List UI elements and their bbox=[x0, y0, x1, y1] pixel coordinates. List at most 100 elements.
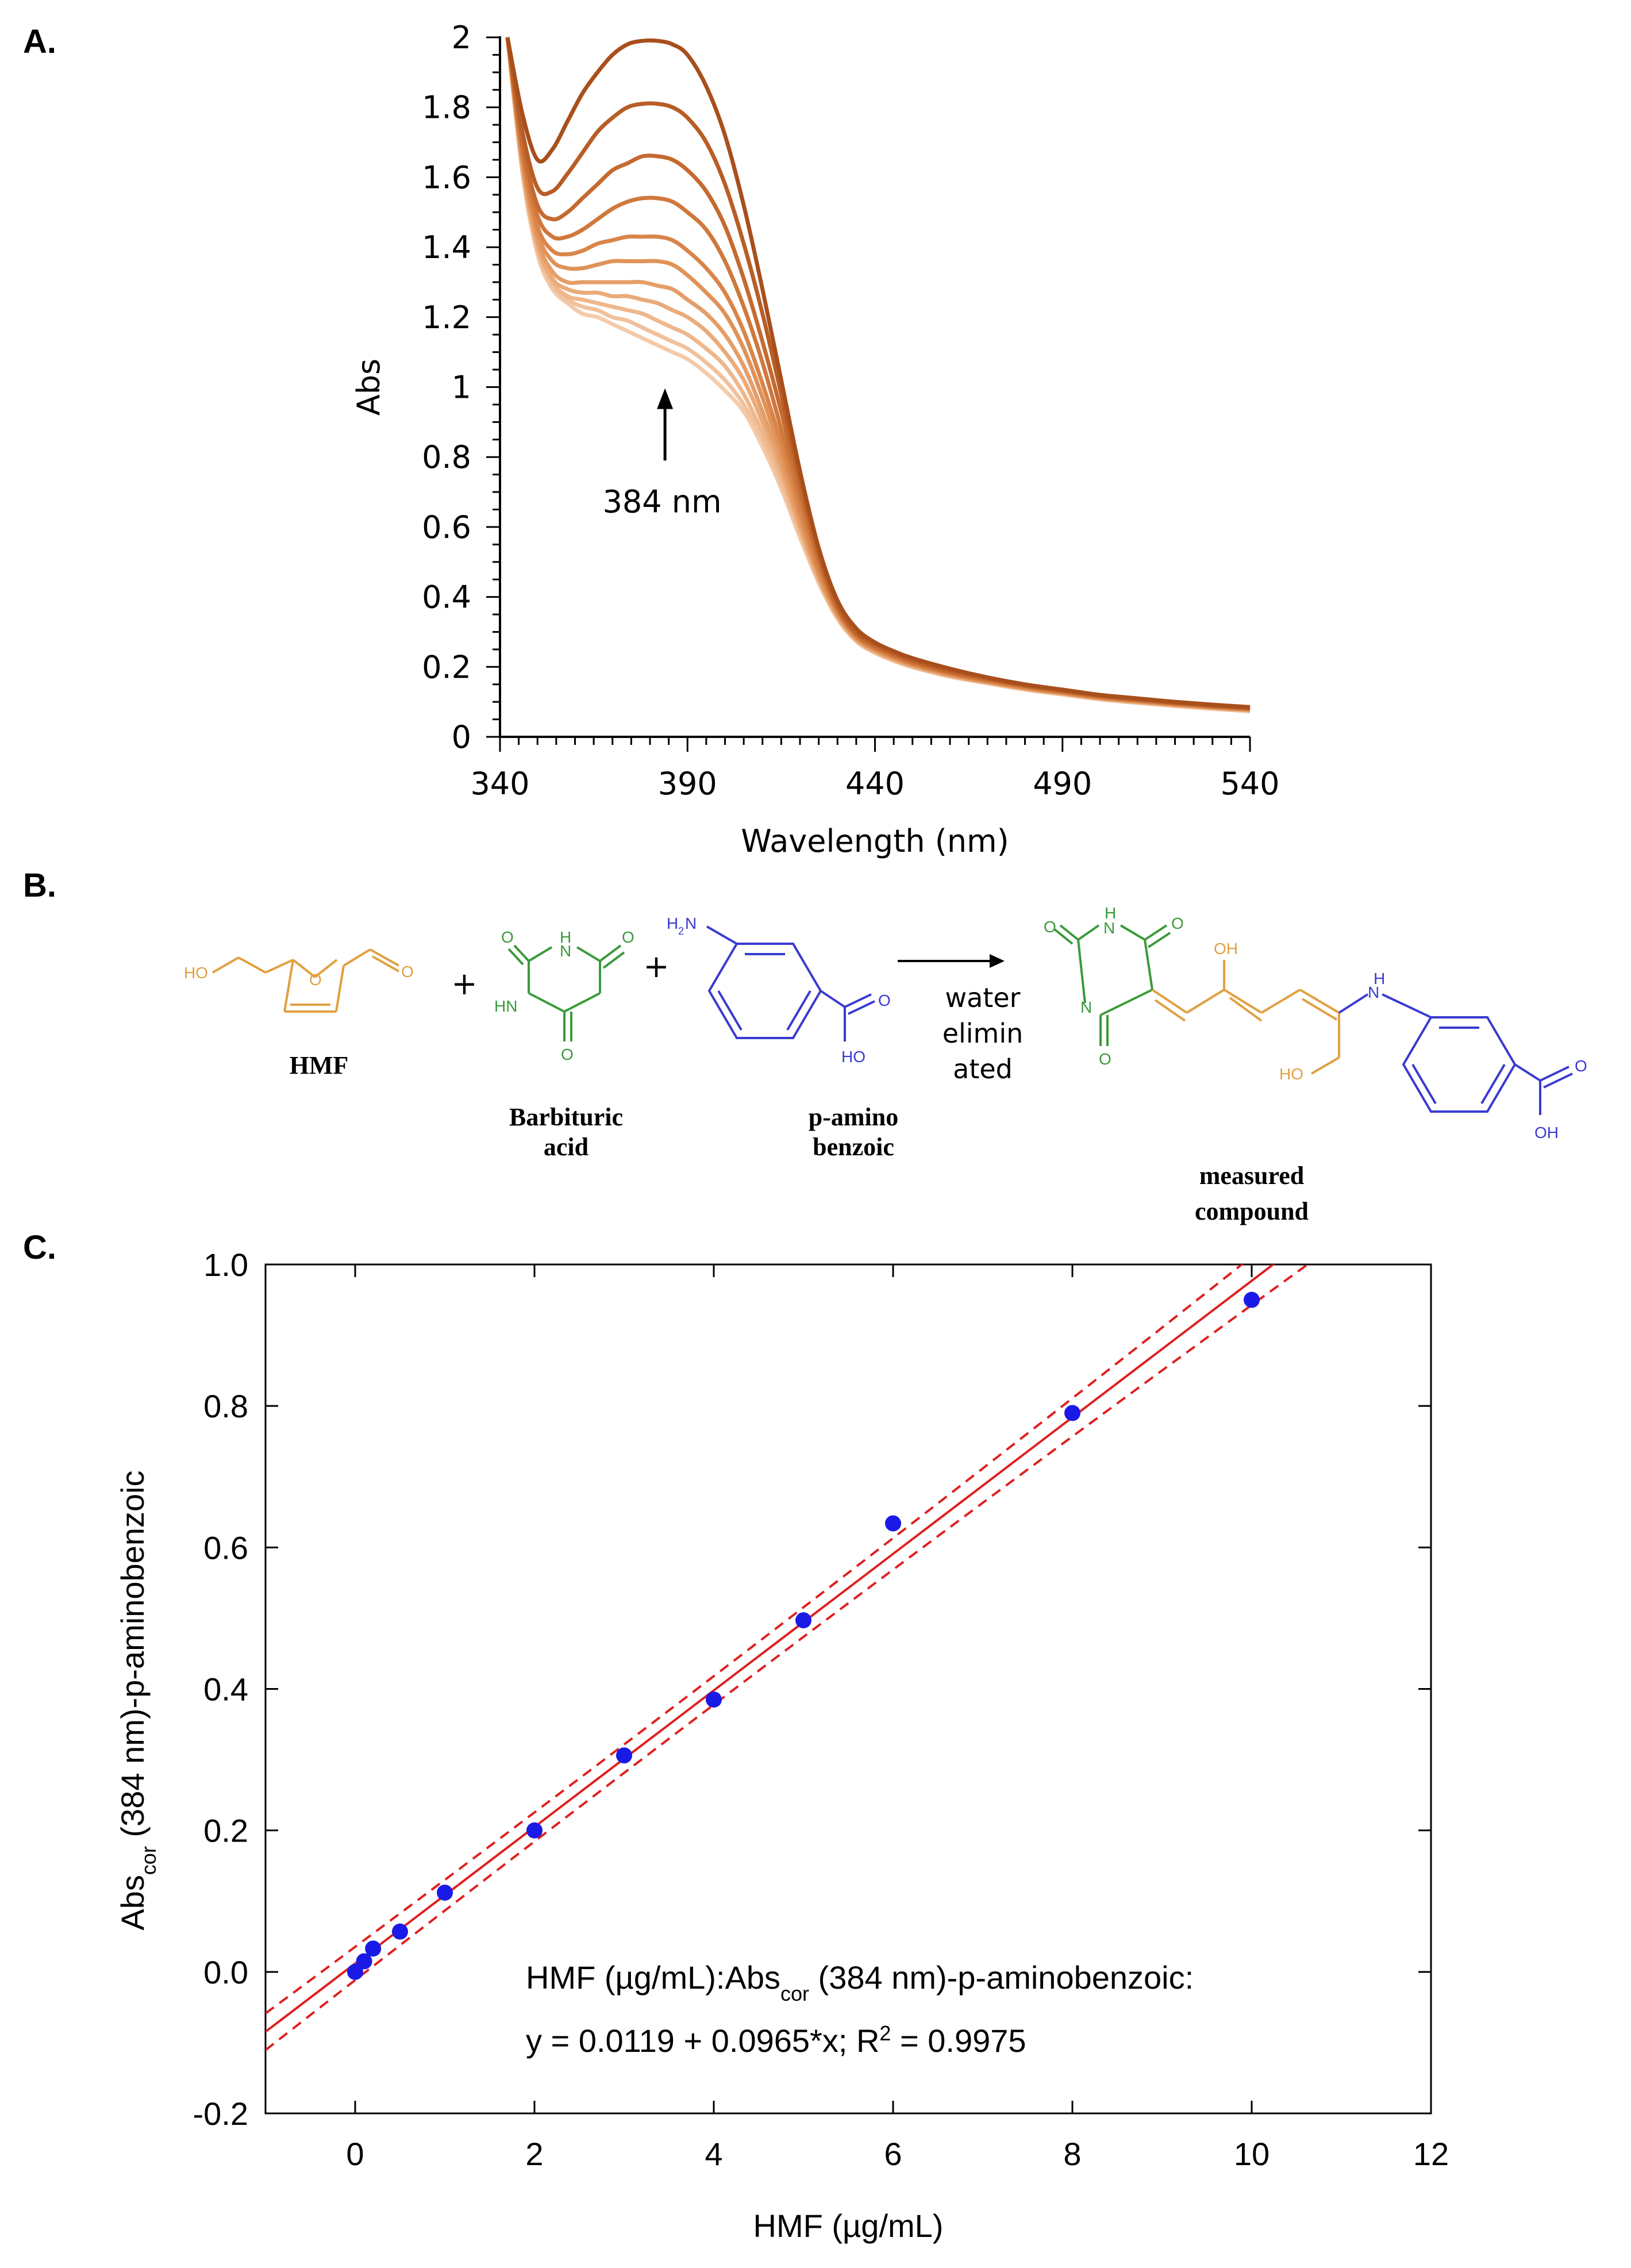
product-o-atom-1: O bbox=[1044, 918, 1056, 936]
spectrum-line-s11 bbox=[505, 37, 1251, 714]
data-point bbox=[526, 1822, 543, 1839]
spectrum-line-s2 bbox=[505, 37, 1251, 710]
spectra-chart: 340 390 440 490 540 0 0.2 0.4 0.6 0.8 1 1.2 1.4 1.6 1.… bbox=[351, 20, 1280, 859]
data-point bbox=[795, 1612, 811, 1629]
y-tick-label: 2 bbox=[452, 20, 471, 56]
equation-line2-sup: 2 bbox=[879, 2021, 891, 2045]
annotation-384nm: 384 nm bbox=[603, 388, 722, 520]
data-point bbox=[392, 1923, 408, 1940]
paba-nh2-h: H bbox=[667, 914, 678, 932]
calibration-fit-lines bbox=[266, 1264, 1310, 2051]
barbituric-label-line2: acid bbox=[544, 1133, 588, 1161]
spectrum-line-s6 bbox=[505, 37, 1251, 712]
equation-line2: y = 0.0119 + 0.0965*x; R2 = 0.9975 bbox=[526, 2021, 1026, 2059]
paba-structure bbox=[706, 925, 875, 1041]
confidence-lower bbox=[266, 1264, 1310, 2051]
equation-line2-post: = 0.9975 bbox=[891, 2023, 1026, 2059]
ylabel-rest: (384 nm)-p-aminobenzoic bbox=[114, 1470, 151, 1846]
data-point bbox=[706, 1691, 722, 1708]
data-point bbox=[437, 1884, 453, 1901]
hmf-label: HMF bbox=[290, 1051, 349, 1079]
product-barbituric-part bbox=[1053, 924, 1171, 1046]
data-point bbox=[885, 1515, 901, 1532]
calibration-tick-labels: 0 2 4 6 8 10 12 -0.2 0.0 0.2 0.4 0.6 0.8 1.0 bbox=[193, 1247, 1449, 2172]
equation-line1: HMF (µg/mL):Abscor (384 nm)-p-aminobenzo… bbox=[526, 1959, 1194, 2005]
x-tick-label: 340 bbox=[470, 766, 529, 802]
product-n-atom: N bbox=[1080, 998, 1092, 1016]
product-label-line2: compound bbox=[1195, 1197, 1309, 1225]
product-o-atom-2: O bbox=[1171, 914, 1184, 932]
x-tick-label: 490 bbox=[1033, 766, 1092, 802]
x-tick-label: 10 bbox=[1234, 2136, 1270, 2172]
spectrum-line-s4 bbox=[505, 37, 1251, 711]
y-tick-label: 1.0 bbox=[203, 1247, 248, 1283]
paba-label-line2: benzoic bbox=[813, 1133, 894, 1161]
x-tick-label: 6 bbox=[884, 2136, 902, 2172]
x-tick-label: 2 bbox=[525, 2136, 543, 2172]
calibration-points bbox=[347, 1291, 1260, 1980]
x-tick-label: 12 bbox=[1413, 2136, 1449, 2172]
y-tick-label: 1 bbox=[452, 370, 471, 406]
paba-o-atom: O bbox=[878, 991, 891, 1009]
plus-sign-1: + bbox=[451, 966, 477, 1002]
y-tick-label: 0.6 bbox=[422, 509, 471, 545]
ylabel-main: Abs bbox=[114, 1875, 151, 1931]
barbituric-nh-h: H bbox=[560, 928, 571, 946]
equation-line1-sub: cor bbox=[780, 1982, 809, 2005]
barbituric-label-line1: Barbituric bbox=[509, 1103, 623, 1131]
confidence-upper bbox=[266, 1264, 1244, 2015]
reaction-note-line2: elimin bbox=[943, 1018, 1024, 1049]
paba-nh2-n: N bbox=[685, 914, 697, 932]
spectra-x-label: Wavelength (nm) bbox=[741, 823, 1009, 859]
y-tick-label: 1.8 bbox=[422, 90, 471, 126]
product-paba-part bbox=[1338, 993, 1573, 1115]
product-oh-atom: OH bbox=[1214, 940, 1238, 958]
hmf-structure bbox=[211, 948, 399, 1013]
y-tick-label: 0.2 bbox=[422, 649, 471, 685]
y-tick-label: 0.8 bbox=[203, 1388, 248, 1424]
x-tick-label: 390 bbox=[658, 766, 717, 802]
x-tick-label: 8 bbox=[1063, 2136, 1081, 2172]
equation-line1-pre: HMF (µg/mL):Abs bbox=[526, 1959, 780, 1996]
y-tick-label: 0.0 bbox=[203, 1954, 248, 1990]
panel-label-b: B. bbox=[23, 867, 56, 904]
spectrum-line-s10 bbox=[505, 37, 1251, 713]
x-tick-label: 440 bbox=[845, 766, 905, 802]
barbituric-hn-atom: HN bbox=[494, 997, 517, 1015]
spectrum-line-s5 bbox=[505, 37, 1251, 712]
calibration-y-label: Abscor (384 nm)-p-aminobenzoic bbox=[114, 1470, 160, 1930]
barbituric-structure bbox=[507, 944, 625, 1041]
fit-line bbox=[266, 1264, 1275, 2033]
annotation-text: 384 nm bbox=[603, 483, 722, 520]
y-tick-label: 0.4 bbox=[203, 1671, 248, 1708]
product-acid-o-atom: O bbox=[1575, 1057, 1587, 1075]
y-tick-label: 0 bbox=[452, 719, 471, 755]
spectra-y-label: Abs bbox=[351, 359, 387, 416]
y-tick-label: 0.2 bbox=[203, 1813, 248, 1849]
spectrum-line-s9 bbox=[505, 37, 1251, 713]
spectrum-line-s3 bbox=[505, 37, 1251, 711]
y-tick-label: 1.4 bbox=[422, 229, 471, 266]
spectra-tick-labels: 340 390 440 490 540 0 0.2 0.4 0.6 0.8 1 1.2 1.4 1.6 1.… bbox=[422, 20, 1279, 802]
product-nh-n: N bbox=[1103, 919, 1115, 937]
paba-label-line1: p-amino bbox=[809, 1103, 898, 1131]
x-tick-label: 4 bbox=[705, 2136, 722, 2172]
barbituric-nh-n: N bbox=[560, 942, 571, 960]
product-nh-h: H bbox=[1105, 904, 1116, 922]
x-tick-label: 0 bbox=[346, 2136, 364, 2172]
paba-nh2-sub: 2 bbox=[678, 925, 684, 937]
spectra-ticks bbox=[486, 36, 1251, 752]
hmf-aldehyde-o-atom: O bbox=[401, 963, 414, 981]
panel-label-a: A. bbox=[23, 23, 56, 60]
y-tick-label: 0.6 bbox=[203, 1529, 248, 1566]
barbituric-o-atom-2: O bbox=[622, 928, 634, 946]
reaction-note-line3: ated bbox=[953, 1054, 1013, 1085]
calibration-x-label: HMF (µg/mL) bbox=[753, 2208, 944, 2244]
reaction-note-line1: water bbox=[945, 982, 1020, 1013]
y-tick-label: -0.2 bbox=[193, 2096, 249, 2132]
panel-label-c: C. bbox=[23, 1229, 56, 1266]
paba-ho-atom: HO bbox=[841, 1048, 865, 1066]
data-point bbox=[365, 1940, 382, 1957]
product-nh-n2: N bbox=[1368, 983, 1379, 1001]
